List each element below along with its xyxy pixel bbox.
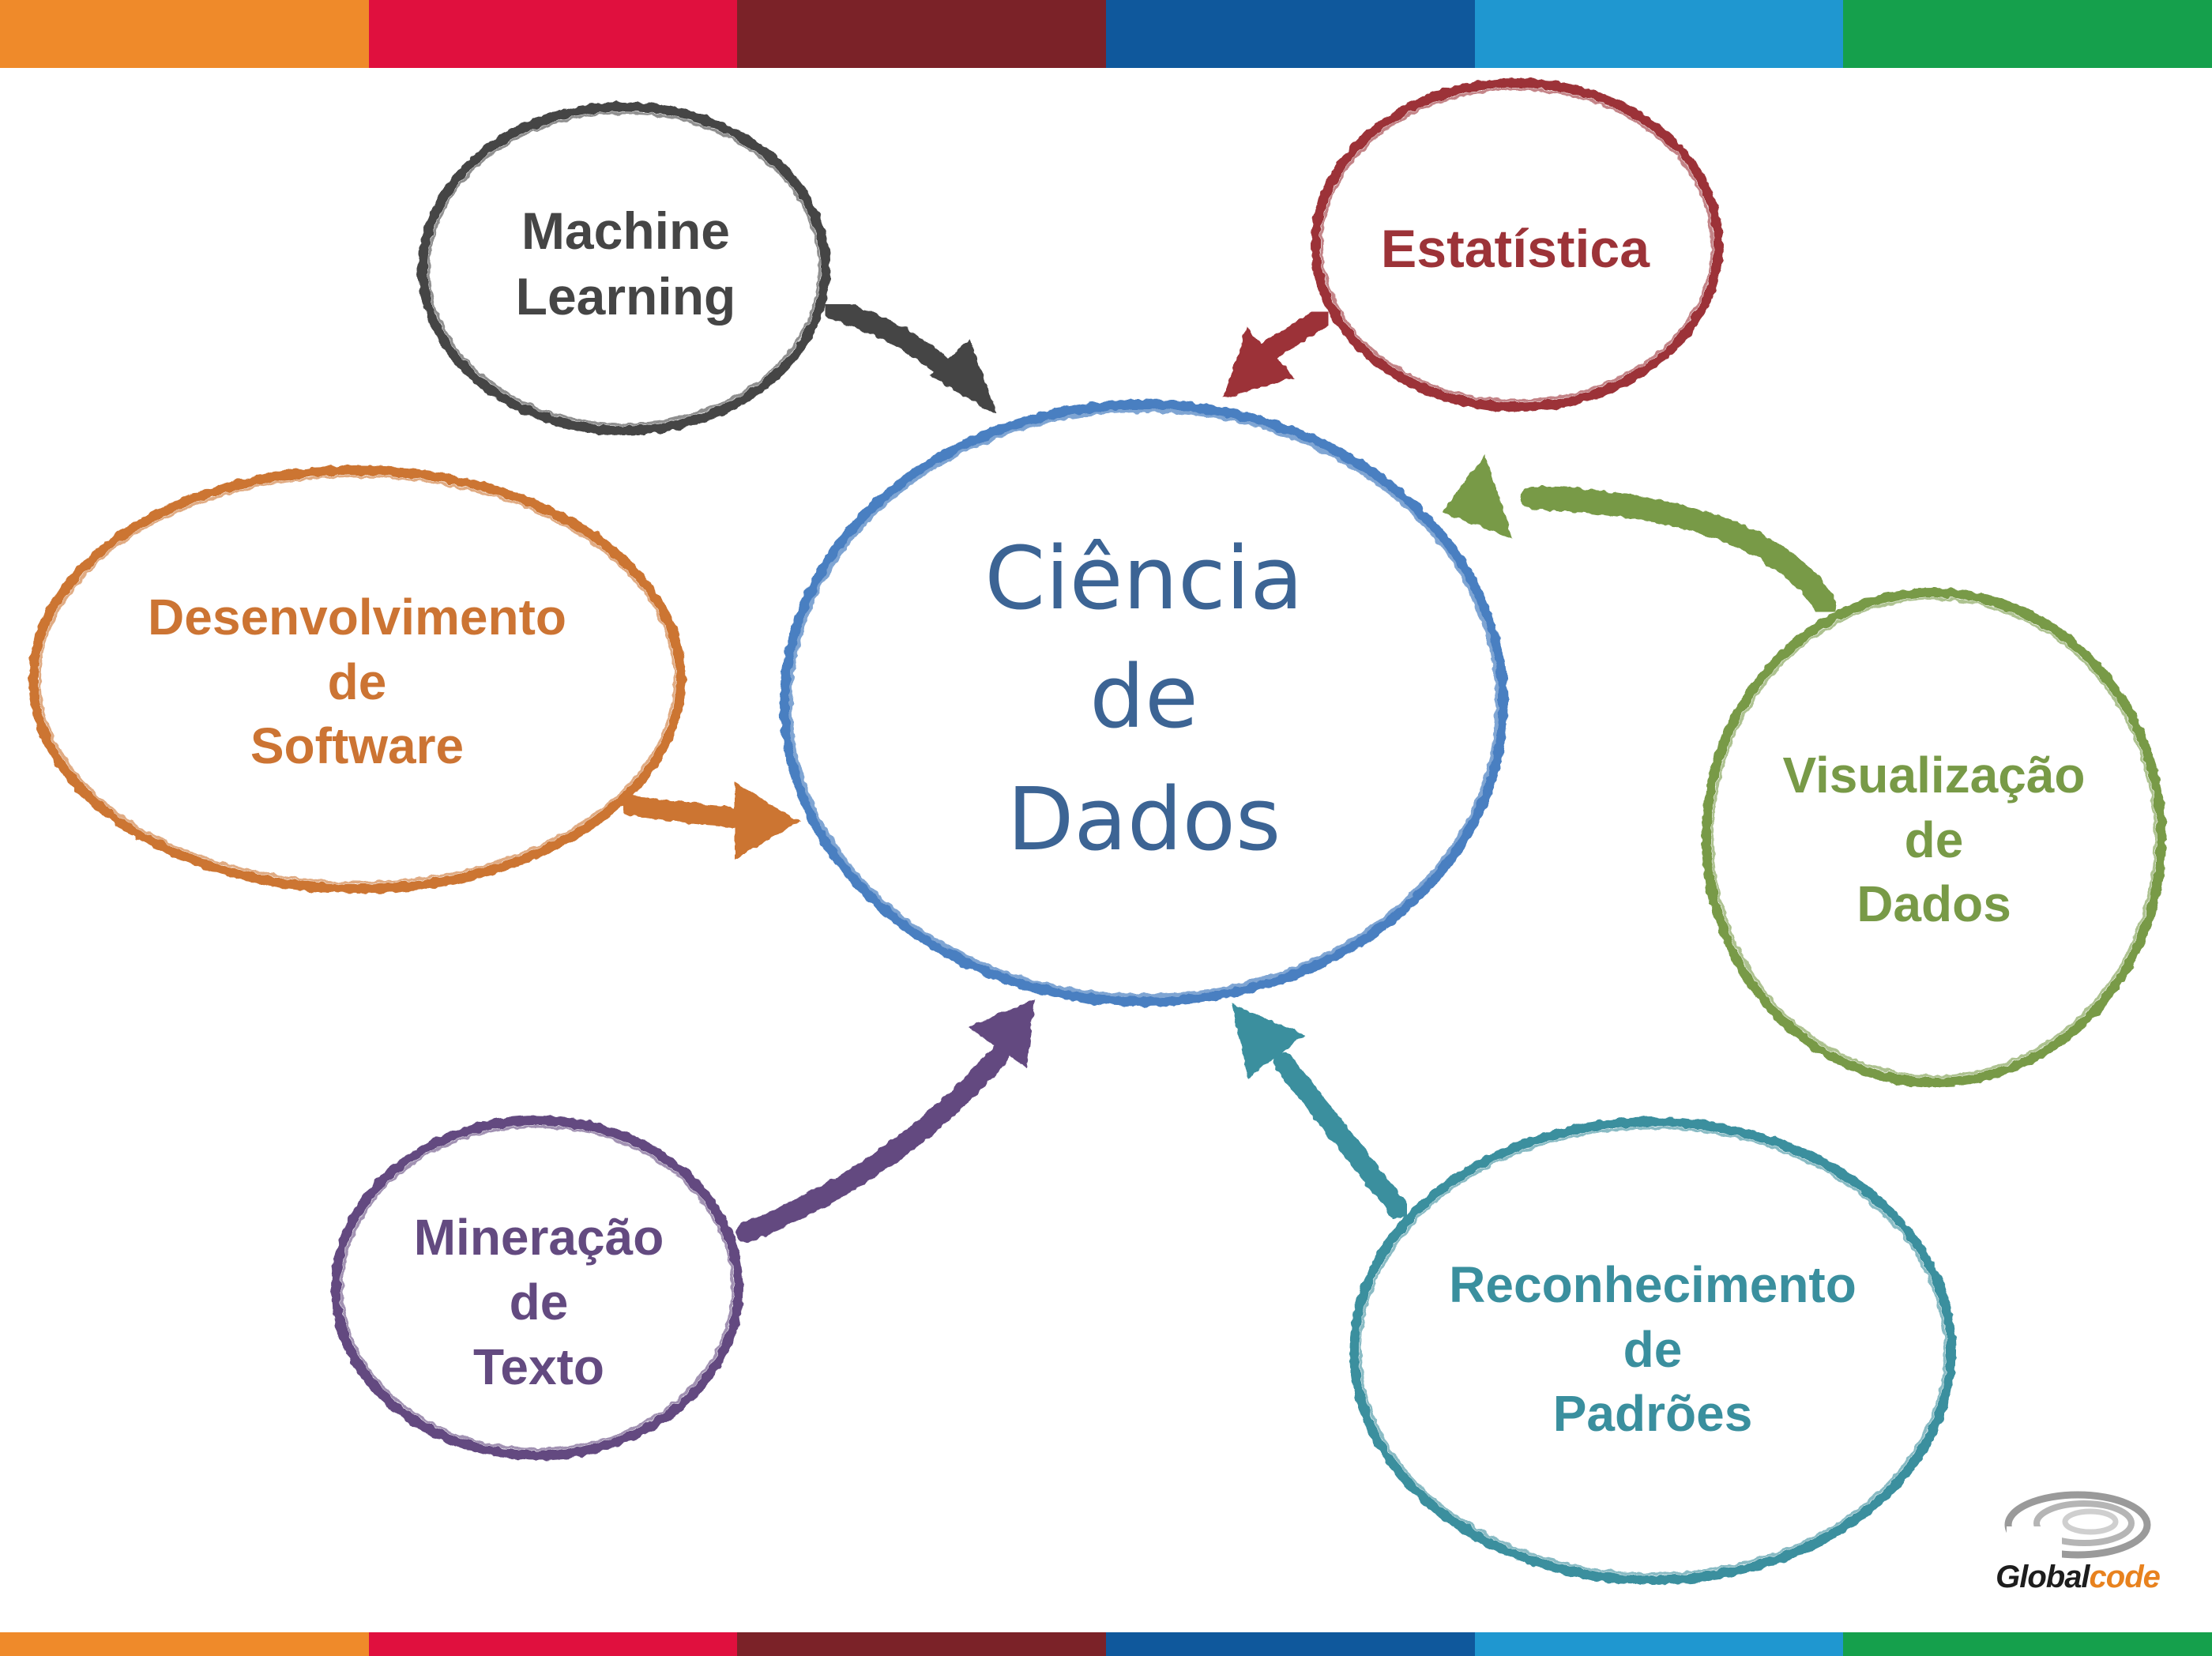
globalcode-wordmark: Globalcode: [1975, 1560, 2180, 1595]
swirl-logo-icon: [2004, 1491, 2151, 1559]
stripe-segment-green: [1843, 1632, 2212, 1656]
stripe-segment-dark-blue: [1106, 1632, 1475, 1656]
logo-text-global: Global: [1996, 1560, 2090, 1594]
center-label-line-3: Dados: [1007, 769, 1281, 870]
node-reconhecimento-de-padroes: Reconhecimento de Padrões: [1349, 1117, 1956, 1585]
stripe-segment-red: [368, 1632, 738, 1656]
visualizacao-label-line-2: de: [1905, 811, 1964, 868]
arrow-desenvolvimento: [622, 782, 799, 860]
stripe-segment-light-blue: [1474, 0, 1844, 68]
logo-text-code: code: [2089, 1560, 2161, 1594]
stripe-segment-green: [1843, 0, 2212, 68]
visualizacao-label-line-1: Visualização: [1782, 747, 2085, 804]
visualizacao-label-line-3: Dados: [1856, 875, 2011, 932]
mineracao-label-line-1: Mineração: [414, 1209, 664, 1266]
stripe-segment-orange: [0, 0, 369, 68]
stripe-segment-red: [368, 0, 738, 68]
node-machine-learning: Machine Learning: [418, 102, 830, 435]
stripe-segment-maroon: [737, 1632, 1107, 1656]
arrow-machine-learning: [823, 299, 997, 415]
node-estatistica: Estatística: [1311, 78, 1723, 412]
reconhecimento-label-line-2: de: [1623, 1321, 1683, 1378]
node-desenvolvimento-de-software: Desenvolvimento de Software: [28, 465, 686, 894]
machine-learning-label-line-1: Machine: [521, 201, 730, 260]
stripe-segment-light-blue: [1474, 1632, 1844, 1656]
reconhecimento-label-line-1: Reconhecimento: [1449, 1256, 1856, 1313]
bottom-color-stripe: [0, 1632, 2212, 1656]
globalcode-logo: Globalcode: [1975, 1485, 2180, 1604]
estatistica-label: Estatística: [1381, 219, 1650, 279]
reconhecimento-label-line-3: Padrões: [1553, 1385, 1753, 1442]
arrow-mineracao: [736, 999, 1035, 1243]
desenvolvimento-label-line-2: de: [328, 653, 387, 710]
node-visualizacao-de-dados: Visualização de Dados: [1702, 588, 2166, 1087]
arrow-reconhecimento: [1231, 1003, 1409, 1219]
stripe-segment-orange: [0, 1632, 369, 1656]
center-label-line-1: Ciência: [984, 528, 1303, 629]
node-mineracao-de-texto: Mineração de Texto: [331, 1116, 743, 1460]
arrow-estatistica: [1223, 306, 1334, 399]
center-label-line-2: de: [1089, 646, 1198, 747]
mineracao-label-line-3: Texto: [473, 1338, 604, 1395]
desenvolvimento-label-line-1: Desenvolvimento: [148, 589, 566, 645]
stripe-segment-maroon: [737, 0, 1107, 68]
mineracao-label-line-2: de: [510, 1274, 569, 1330]
stripe-segment-dark-blue: [1106, 0, 1475, 68]
desenvolvimento-label-line-3: Software: [250, 717, 464, 774]
arrow-visualizacao: [1442, 454, 1837, 616]
machine-learning-label-line-2: Learning: [516, 267, 736, 326]
top-color-stripe: [0, 0, 2212, 68]
node-ciencia-de-dados: Ciência de Dados: [780, 400, 1508, 1007]
